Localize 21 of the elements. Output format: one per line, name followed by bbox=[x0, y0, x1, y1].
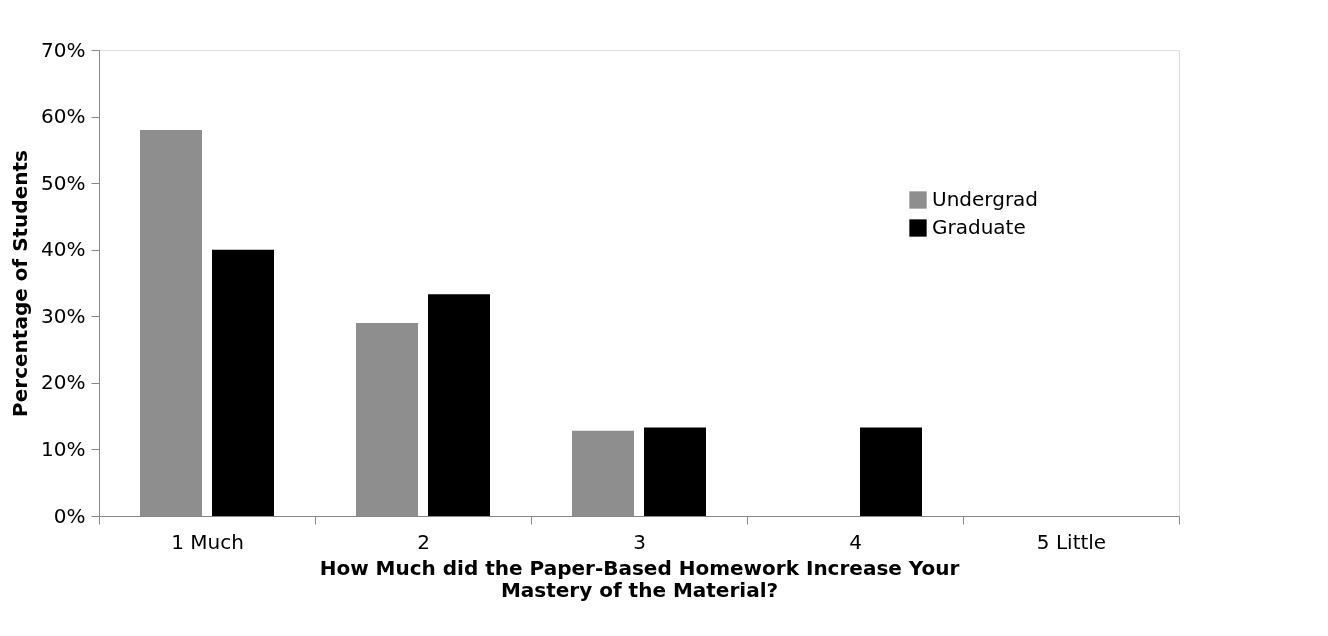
y-tick-label: 10% bbox=[41, 436, 86, 461]
bar bbox=[212, 249, 274, 516]
y-tick-label: 0% bbox=[53, 503, 86, 528]
x-tick-label: 2 bbox=[417, 529, 430, 554]
bar bbox=[644, 427, 706, 516]
bar bbox=[860, 427, 922, 516]
y-tick-label: 50% bbox=[41, 170, 86, 195]
x-axis-title: How Much did the Paper-Based Homework Increase Your Mastery of the Material? bbox=[319, 555, 960, 602]
y-tick-label: 20% bbox=[41, 370, 86, 395]
y-tick-label: 40% bbox=[41, 237, 86, 262]
legend-label: Graduate bbox=[932, 215, 1026, 239]
legend-label: Undergrad bbox=[932, 187, 1039, 211]
y-tick-label: 60% bbox=[41, 104, 86, 129]
x-tick-label: 1 Much bbox=[171, 529, 244, 554]
y-tick-label: 30% bbox=[41, 303, 86, 328]
bar bbox=[428, 294, 490, 516]
y-axis-title: Percentage of Students bbox=[8, 150, 33, 417]
x-tick-label: 3 bbox=[633, 529, 646, 554]
y-tick-label: 70% bbox=[41, 37, 86, 62]
x-tick-label: 5 Little bbox=[1036, 529, 1107, 554]
x-tick-label: 4 bbox=[849, 529, 862, 554]
